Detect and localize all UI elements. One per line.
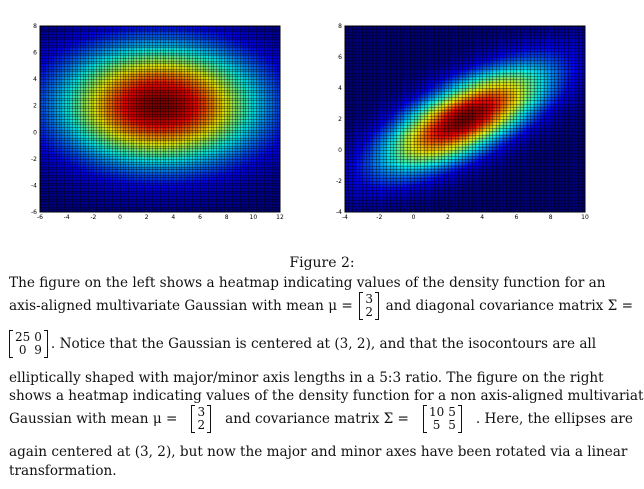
matrix-entry: 10 <box>428 405 445 419</box>
caption-line-6: Gaussian with mean μ = 3 2 and covarianc… <box>9 405 633 433</box>
x-tick-label: 10 <box>250 214 258 221</box>
x-tick-label: 8 <box>225 214 229 221</box>
caption-text: . Notice that the Gaussian is centered a… <box>50 335 597 352</box>
matrix-entry: 3 <box>365 292 374 306</box>
x-tick-label: 2 <box>145 214 149 221</box>
matrix-entry: 5 <box>448 418 456 432</box>
y-tick-label: -4 <box>31 182 37 189</box>
matrix-entry: 2 <box>197 418 206 432</box>
matrix-entry: 25 <box>15 330 31 344</box>
caption-text-wrap: . Notice that the Gaussian is centered a… <box>51 335 633 354</box>
x-tick-label: -2 <box>376 214 382 221</box>
matrix-entry: 0 <box>18 343 27 357</box>
matrix-entry: 9 <box>34 343 42 357</box>
figure-caption-title: Figure 2: <box>289 255 355 271</box>
y-tick-label: -2 <box>31 156 37 163</box>
x-tick-label: -2 <box>90 214 96 221</box>
y-tick-label: 6 <box>338 54 342 61</box>
heatmap-right: -4 -2 0 2 4 6 8 10 -4 -2 0 2 4 6 8 <box>336 23 589 221</box>
x-tick-label: 0 <box>412 214 416 221</box>
y-tick-label: 8 <box>338 23 342 30</box>
y-tick-label: 2 <box>338 116 342 123</box>
y-tick-label: 8 <box>33 23 37 30</box>
x-tick-label: -6 <box>37 214 43 221</box>
plot-frame <box>39 25 281 213</box>
x-tick-label: 6 <box>198 214 202 221</box>
x-tick-label: 8 <box>549 214 553 221</box>
caption-text: and diagonal covariance matrix Σ = <box>385 297 633 314</box>
y-tick-label: 4 <box>33 76 37 83</box>
matrix-entry: 5 <box>448 405 456 419</box>
caption-line-5: shows a heatmap indicating values of the… <box>9 388 644 404</box>
caption-line-1: The figure on the left shows a heatmap i… <box>9 275 606 291</box>
caption-text: and covariance matrix Σ = <box>225 410 409 427</box>
plot-frame <box>344 25 586 213</box>
heatmap-right-axes: -4 -2 0 2 4 6 8 10 -4 -2 0 2 4 6 8 <box>336 23 589 221</box>
x-tick-label: 6 <box>515 214 519 221</box>
x-tick-label: 0 <box>118 214 122 221</box>
matrix-entry: 5 <box>432 418 441 432</box>
caption-text: . Here, the ellipses are <box>475 410 633 427</box>
y-tick-label: -2 <box>336 178 342 185</box>
caption-line-7: again centered at (3, 2), but now the ma… <box>9 444 628 460</box>
matrix-entry: 2 <box>365 305 374 319</box>
y-tick-label: 2 <box>33 103 37 110</box>
mean-vector-right: 3 2 <box>191 405 211 433</box>
caption-text: axis-aligned multivariate Gaussian with … <box>9 297 353 314</box>
matrix-entry: 0 <box>34 330 42 344</box>
x-tick-label: 12 <box>276 214 284 221</box>
caption-line-8: transformation. <box>9 463 117 479</box>
heatmap-left-canvas <box>40 26 280 212</box>
heatmap-right-canvas <box>345 26 585 212</box>
heatmap-left-axes: -6 -4 -2 0 2 4 6 8 10 12 -6 -4 -2 0 2 4 6 8 <box>31 23 284 221</box>
y-tick-label: 0 <box>338 147 342 154</box>
y-tick-label: -4 <box>336 209 342 216</box>
y-tick-label: -6 <box>31 209 37 216</box>
caption-line-2: axis-aligned multivariate Gaussian with … <box>9 292 633 320</box>
mean-vector-left: 3 2 <box>359 292 379 320</box>
x-tick-label: -4 <box>342 214 348 221</box>
x-tick-label: 2 <box>446 214 450 221</box>
x-tick-label: 4 <box>171 214 175 221</box>
matrix-entry: 3 <box>197 405 206 419</box>
caption-line-4: elliptically shaped with major/minor axi… <box>9 370 604 386</box>
y-tick-label: 6 <box>33 50 37 57</box>
x-tick-label: 4 <box>480 214 484 221</box>
heatmap-left: -6 -4 -2 0 2 4 6 8 10 12 -6 -4 -2 0 2 4 6 8 <box>31 23 284 221</box>
x-tick-label: -4 <box>64 214 70 221</box>
y-tick-label: 4 <box>338 85 342 92</box>
y-tick-label: 0 <box>33 129 37 136</box>
x-tick-label: 10 <box>581 214 589 221</box>
caption-text: Gaussian with mean μ = <box>9 410 178 427</box>
